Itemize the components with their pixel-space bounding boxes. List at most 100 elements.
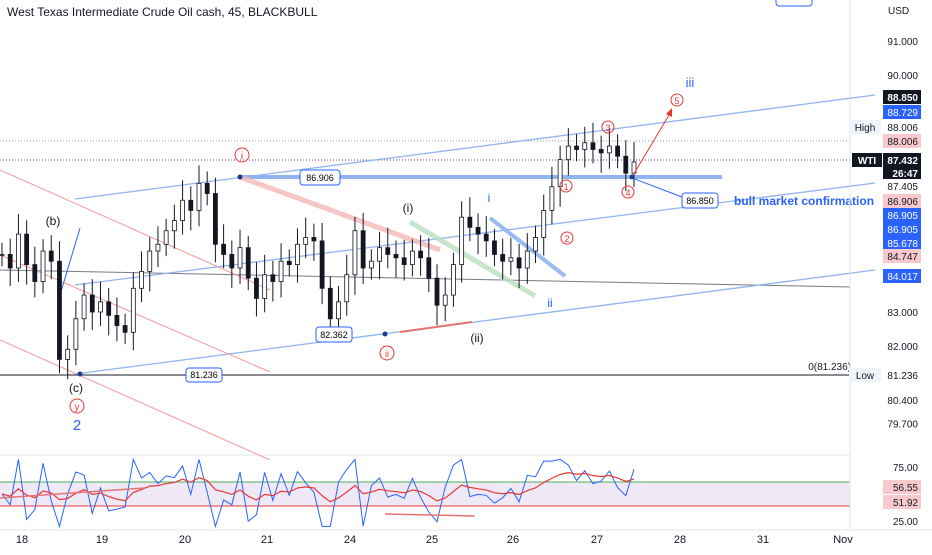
candle-body (139, 270, 144, 289)
candle-body (278, 260, 284, 282)
candle-body (451, 264, 456, 296)
price-ticks: 91.000 90.000 83.000 82.000 80.400 79.700 75.0… (887, 37, 918, 528)
candle-body (467, 216, 473, 228)
wave-label-i-blue: i (488, 191, 491, 205)
candle-body (171, 220, 177, 232)
candle-body (516, 257, 522, 269)
price-label: 86.906 (887, 197, 918, 208)
candle-body (327, 287, 333, 320)
wave-5-circle (670, 93, 684, 107)
callout-connector (631, 177, 683, 198)
top-right-box (775, 0, 813, 7)
price-label: 84.017 (887, 272, 918, 283)
rsi-line (1, 457, 635, 529)
candle-body (196, 182, 202, 211)
candle-body (254, 277, 259, 299)
candle-body (262, 274, 268, 299)
wave-4-circle (621, 185, 635, 199)
rsi-tick-label: 75.00 (893, 463, 918, 474)
candle-body (270, 274, 276, 282)
candle-body (163, 230, 169, 245)
candle-body (122, 325, 128, 333)
price-label-bg (883, 105, 921, 119)
channel-lower (74, 269, 876, 375)
candle-body (221, 243, 227, 255)
wave-label-2: 2 (73, 417, 81, 434)
price-tick-label: 80.400 (887, 396, 918, 407)
candle-body (606, 145, 612, 154)
candle-body (89, 294, 95, 313)
candle-body (130, 287, 136, 333)
price-label: 81.236 (887, 371, 918, 382)
candle-body (204, 182, 210, 194)
candle-body (492, 240, 497, 255)
price-label-bg (883, 222, 921, 236)
price-label: 84.747 (887, 252, 918, 263)
price-label-bg (883, 194, 921, 208)
candle-body (16, 233, 21, 269)
wave-label-2-red: 2 (564, 234, 569, 244)
red-low-segment (399, 321, 473, 333)
date-tick-label: 31 (757, 534, 769, 546)
price-tick-label: 91.000 (887, 37, 918, 48)
candle-body (533, 237, 538, 252)
date-tick-label: 24 (344, 534, 356, 546)
wave-1-circle (559, 179, 573, 193)
candle-body (32, 264, 38, 282)
candle-body (442, 294, 448, 306)
wave-label-ii-red: ii (385, 349, 389, 359)
candle-body (360, 230, 366, 269)
wave-label-iii-blue: iii (686, 75, 695, 90)
candle-body (475, 226, 481, 235)
price-label: 56.55 (893, 483, 918, 494)
rsi-tick-label: 25.00 (893, 517, 918, 528)
low-tag: Low (856, 371, 875, 382)
candle-body (65, 348, 71, 360)
box-81236-text: 81.236 (190, 370, 218, 380)
candle-body (245, 247, 251, 279)
box-86906: 86.906 (299, 169, 341, 186)
red-trend-1 (0, 169, 271, 291)
candle-body (7, 254, 13, 269)
candle-body (434, 277, 440, 306)
price-label: 85.678 (887, 239, 918, 250)
candle-body (368, 260, 374, 269)
projection-arrow (631, 109, 673, 178)
wave-label-3: 3 (605, 123, 610, 133)
wti-tag: WTI (858, 156, 877, 167)
candle-body (229, 254, 235, 269)
dot-low (77, 371, 83, 377)
wave-label-5: 5 (674, 96, 679, 106)
pink-segment (239, 174, 441, 253)
candle-body (418, 250, 423, 259)
candle-body (155, 243, 161, 252)
wave-label-i-paren: (i) (403, 201, 414, 215)
price-label: 86.905 (887, 211, 918, 222)
rsi-red-segment-1 (0, 487, 146, 499)
channel-upper (74, 94, 876, 200)
candle-body (459, 216, 465, 265)
box-82362-text: 82.362 (320, 330, 348, 340)
red-trend-3 (0, 339, 271, 461)
date-tick-label: 26 (507, 534, 519, 546)
candle-body (500, 254, 506, 262)
price-label-bg (883, 179, 921, 193)
price-label-bg (883, 249, 921, 263)
box-86850: 86.850 (681, 192, 719, 209)
wave-y-circle (69, 398, 85, 414)
price-label: 87.432 (887, 156, 918, 167)
price-labels: 88.850 88.729 88.006 87.432 26:47 87.405 86.90… (883, 90, 921, 509)
wave-2-circle (560, 231, 574, 245)
date-tick-label: Nov (833, 534, 853, 546)
dot-82362 (382, 331, 388, 337)
low-tag-bg (849, 368, 881, 382)
blue-b-segment (59, 227, 81, 296)
price-label-bg (883, 90, 921, 104)
wave-label-y: y (75, 402, 80, 413)
price-label: 88.729 (887, 108, 918, 119)
price-label: 51.92 (893, 498, 918, 509)
candle-body (598, 149, 604, 154)
high-tag-bg (849, 120, 881, 134)
